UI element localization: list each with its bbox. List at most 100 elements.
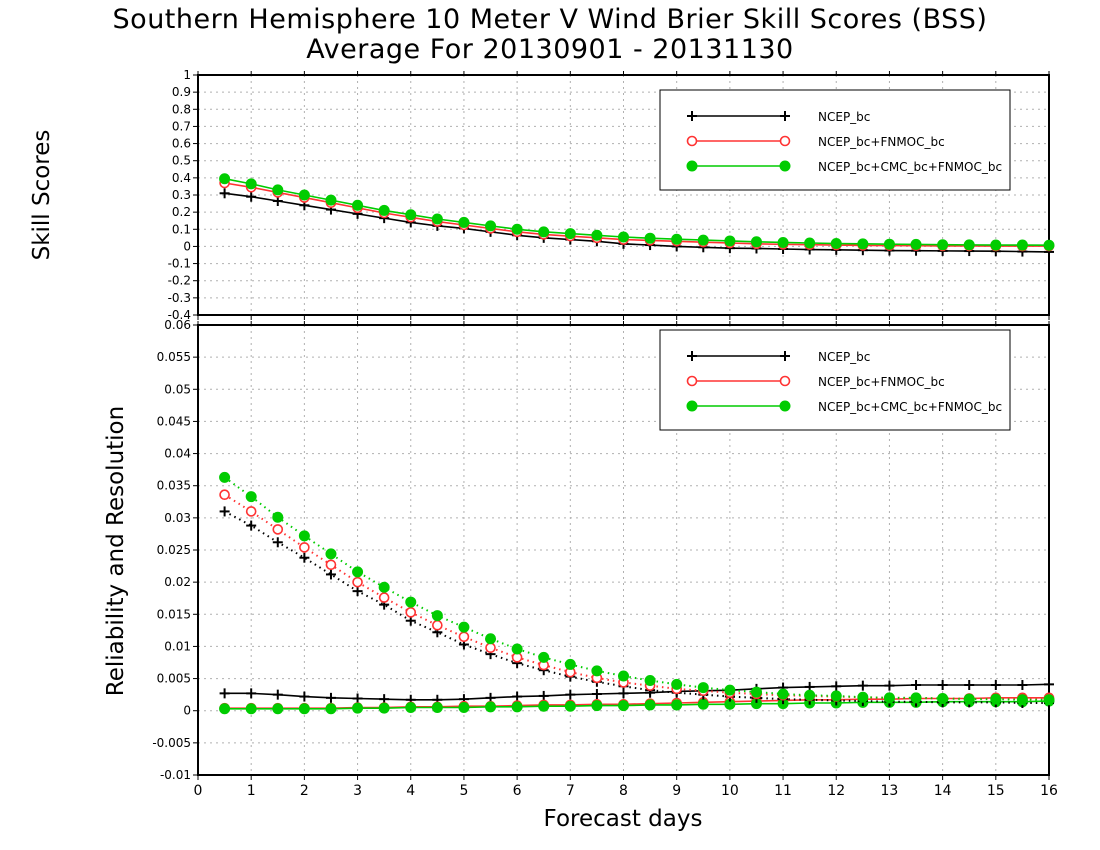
data-point	[750, 686, 762, 698]
data-point	[405, 607, 417, 618]
data-point	[591, 700, 603, 712]
data-point	[671, 699, 683, 711]
data-point	[990, 239, 1002, 251]
data-point	[272, 524, 284, 535]
data-point	[431, 702, 443, 713]
data-point	[245, 506, 257, 517]
legend-label: NCEP_bc	[818, 110, 870, 124]
legend-marker	[779, 400, 791, 412]
data-point	[298, 703, 310, 715]
data-point	[697, 682, 709, 694]
y-tick-label: -0.01	[160, 768, 191, 782]
data-point	[352, 199, 364, 211]
y-tick-label: 0.9	[172, 85, 191, 99]
data-point	[432, 619, 443, 631]
x-tick-label: 13	[881, 783, 899, 799]
legend-marker	[686, 160, 698, 172]
y-tick-label: 0.035	[157, 479, 191, 493]
data-point	[352, 702, 364, 714]
data-point	[325, 194, 337, 206]
y-tick-label: 0.06	[164, 318, 191, 332]
x-tick-label: 7	[566, 783, 575, 799]
data-point	[750, 236, 762, 248]
data-point	[485, 220, 497, 232]
data-point	[352, 566, 364, 578]
data-point	[325, 703, 337, 715]
y-tick-label: 0.5	[172, 154, 191, 168]
y-tick-label: 0.6	[172, 137, 191, 151]
data-point	[538, 651, 550, 663]
x-tick-label: 8	[619, 783, 628, 799]
y-tick-label: 0.4	[172, 171, 191, 185]
legend-marker	[779, 135, 791, 147]
data-point	[804, 237, 816, 249]
y-tick-label: -0.2	[168, 274, 191, 288]
data-point	[564, 700, 576, 712]
bottom-legend: NCEP_bc NCEP_bc+FNMOC_bc NCEP_bc+CMC_bc+FN…	[659, 329, 1011, 431]
data-point	[485, 642, 496, 654]
data-point	[618, 231, 629, 243]
data-point	[1016, 239, 1028, 251]
y-tick-label: 0.015	[157, 607, 191, 621]
x-tick-label: 12	[827, 783, 845, 799]
chart-subtitle: Average For 20130901 - 20131130	[306, 34, 794, 65]
series-line	[224, 476, 1049, 701]
x-tick-label: 0	[194, 783, 203, 799]
data-point	[937, 239, 949, 251]
x-tick-label: 5	[459, 783, 468, 799]
series-line	[224, 697, 1049, 709]
legend-label: NCEP_bc+FNMOC_bc	[818, 375, 945, 389]
data-point	[431, 610, 443, 622]
legend-marker	[686, 375, 698, 387]
data-point	[671, 678, 683, 690]
y-tick-label: 0.7	[172, 119, 191, 133]
data-point	[219, 489, 230, 501]
data-point	[272, 184, 284, 196]
series-ncep-bc-fnmoc-bc	[219, 692, 1055, 714]
data-point	[618, 700, 629, 712]
data-point	[485, 701, 497, 713]
data-point	[1043, 694, 1055, 706]
series-dotted-3	[219, 506, 1054, 708]
data-point	[511, 223, 523, 235]
x-tick-label: 14	[934, 783, 952, 799]
data-point	[405, 596, 417, 608]
data-point	[724, 235, 736, 247]
data-point	[378, 204, 390, 216]
x-tick-label: 4	[406, 783, 415, 799]
data-point	[538, 226, 550, 238]
y-tick-label: 0.1	[172, 222, 191, 236]
data-point	[830, 690, 842, 702]
data-point	[405, 209, 417, 221]
data-point	[777, 236, 789, 248]
series-ncep-bc	[219, 679, 1054, 705]
data-point	[644, 699, 656, 711]
top-legend: NCEP_bc NCEP_bc+FNMOC_bc NCEP_bc+CMC_bc+FN…	[659, 89, 1011, 191]
data-point	[883, 238, 895, 250]
legend-label: NCEP_bc	[818, 350, 870, 364]
legend-box	[659, 329, 1011, 431]
chart-title: Southern Hemisphere 10 Meter V Wind Brie…	[112, 4, 988, 35]
data-point	[245, 178, 257, 190]
y-tick-label: 0.04	[164, 447, 191, 461]
data-point	[644, 675, 656, 686]
data-point	[857, 238, 869, 250]
legend-marker	[686, 135, 698, 147]
y-tick-label: -0.005	[152, 736, 191, 750]
data-point	[804, 689, 816, 701]
data-point	[644, 232, 656, 244]
y-tick-label: 0	[183, 704, 191, 718]
series-ncep-bc	[219, 188, 1054, 257]
legend-box	[659, 89, 1011, 191]
legend-label: NCEP_bc+CMC_bc+FNMOC_bc	[818, 160, 1002, 174]
series-line	[224, 182, 1049, 247]
data-point	[671, 233, 683, 245]
series-line	[224, 192, 1050, 253]
data-point	[378, 581, 390, 593]
y-tick-label: 0.2	[172, 205, 191, 219]
data-point	[618, 670, 629, 682]
data-point	[511, 643, 523, 655]
y-tick-label: 0.01	[164, 639, 191, 653]
series-line	[224, 493, 1049, 701]
